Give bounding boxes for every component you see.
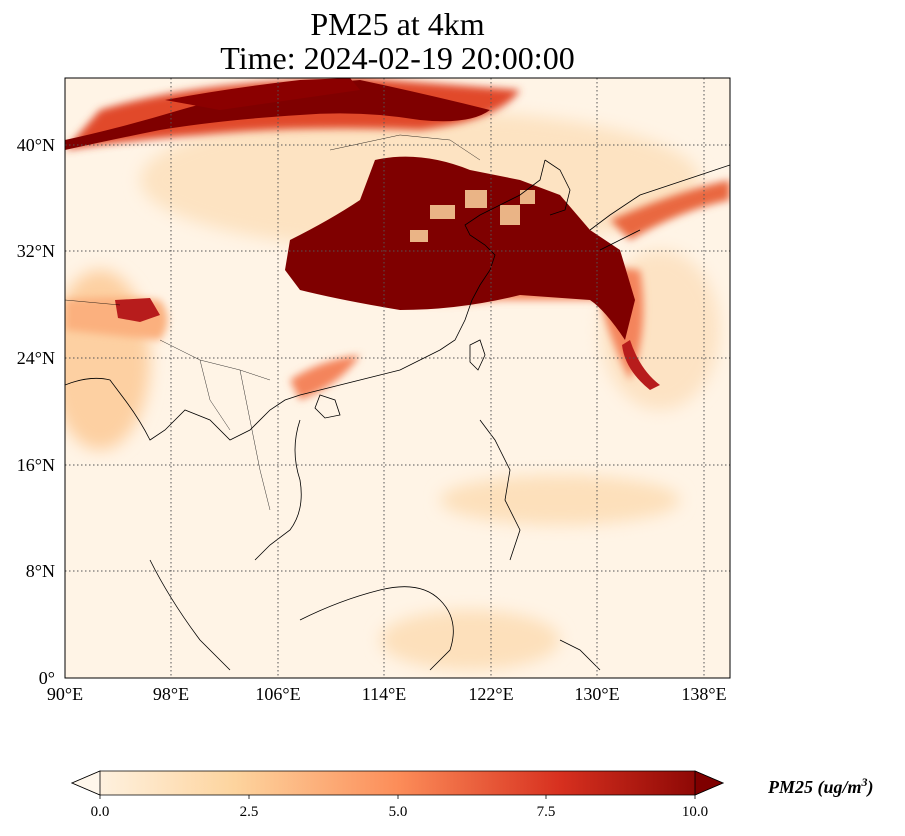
x-tick-label: 114°E [362, 684, 407, 704]
y-tick-label: 32°N [17, 241, 55, 261]
colorbar-tick-label: 0.0 [91, 804, 110, 820]
colorbar-tick-label: 7.5 [537, 804, 556, 820]
pm25-field [65, 78, 730, 678]
y-axis: 40°N 32°N 24°N 16°N 8°N 0° [17, 135, 55, 688]
map-frame [64, 77, 731, 679]
colorbar-label: PM25 (ug/m3) [767, 775, 874, 798]
x-tick-label: 106°E [255, 684, 300, 704]
x-tick-label: 98°E [153, 684, 189, 704]
x-tick-label: 90°E [47, 684, 83, 704]
chart-subtitle-time: Time: 2024-02-19 20:00:00 [220, 40, 575, 76]
country-borders [65, 134, 481, 511]
colorbar: 0.0 2.5 5.0 7.5 10.0 PM25 (ug/m3) [70, 770, 874, 820]
chart-title: PM25 at 4km [310, 6, 485, 42]
gridlines [65, 78, 730, 678]
colorbar-tick-label: 10.0 [682, 804, 708, 820]
colorbar-extend-max [694, 770, 725, 796]
x-axis: 90°E 98°E 106°E 114°E 122°E 130°E 138°E [47, 684, 727, 704]
x-tick-label: 130°E [574, 684, 619, 704]
y-tick-label: 24°N [17, 348, 55, 368]
x-tick-label: 138°E [681, 684, 726, 704]
colorbar-tick-label: 5.0 [389, 804, 408, 820]
y-tick-label: 0° [39, 668, 55, 688]
coastlines [65, 159, 730, 671]
colorbar-tick-label: 2.5 [240, 804, 259, 820]
y-tick-label: 16°N [17, 455, 55, 475]
x-tick-label: 122°E [468, 684, 513, 704]
y-tick-label: 8°N [26, 561, 55, 581]
plume-gaps [410, 190, 535, 242]
y-tick-label: 40°N [17, 135, 55, 155]
colorbar-extend-min [70, 770, 101, 796]
colorbar-bar [70, 770, 725, 796]
